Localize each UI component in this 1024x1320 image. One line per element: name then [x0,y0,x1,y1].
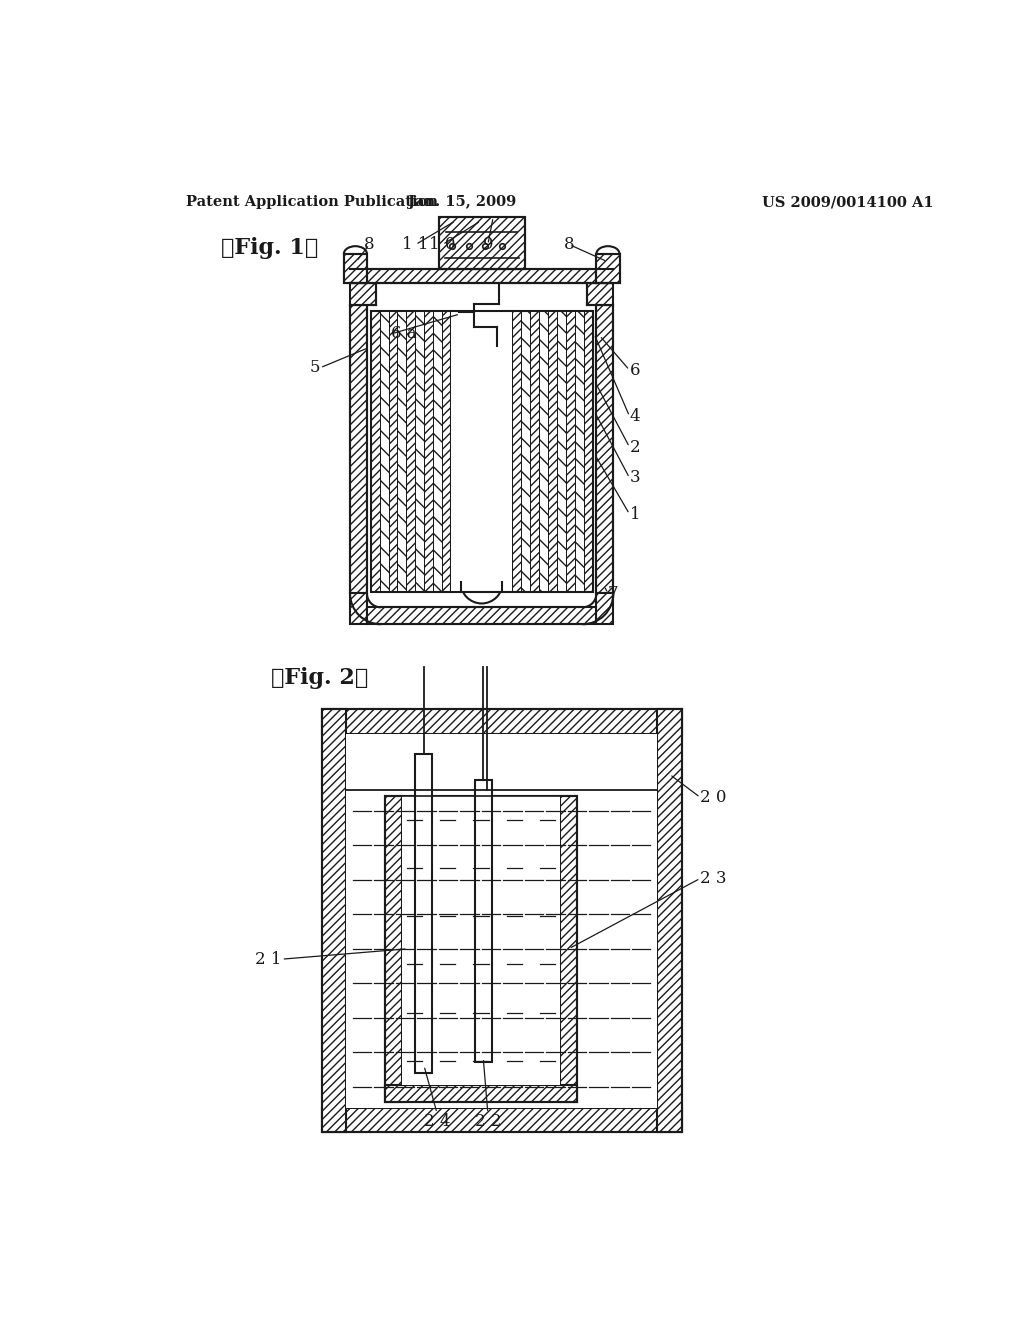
Bar [521,312,530,591]
Bar [438,216,524,269]
Bar [416,312,424,591]
Text: 1: 1 [630,506,640,523]
Bar [401,796,560,1085]
Bar [438,216,524,269]
Text: Jan. 15, 2009: Jan. 15, 2009 [408,195,516,210]
Bar [560,796,578,1102]
Bar [350,594,367,624]
Text: 4: 4 [630,408,640,425]
Bar [367,607,596,624]
Bar [388,312,397,591]
Text: 2 0: 2 0 [700,789,727,807]
Text: 2: 2 [630,438,640,455]
Text: US 2009/0014100 A1: US 2009/0014100 A1 [762,195,934,210]
Bar [557,312,566,591]
Bar [584,312,593,591]
Bar [512,312,593,591]
Bar [322,1107,682,1133]
Bar [346,734,657,1107]
Text: 6: 6 [630,362,640,379]
Bar [574,312,584,591]
Bar [344,253,367,284]
Text: 2 4: 2 4 [424,1113,451,1130]
Text: 8: 8 [364,236,375,253]
Bar [407,312,416,591]
Bar [475,780,492,1061]
Bar [451,312,512,591]
Bar [530,312,540,591]
Bar [371,312,380,591]
Bar [322,709,346,1133]
Text: 9: 9 [482,236,494,253]
Bar [596,253,620,284]
Bar [416,754,432,1073]
Bar [433,312,442,591]
Bar [424,312,433,591]
Bar [350,284,376,305]
Bar [566,312,574,591]
Bar [587,284,613,305]
Text: 5: 5 [309,359,319,376]
Bar [512,312,521,591]
Bar [596,594,613,624]
Bar [350,269,613,284]
Bar [380,312,388,591]
Text: 8: 8 [564,236,574,253]
Bar [344,253,367,284]
Bar [385,796,401,1102]
Text: 2 2: 2 2 [474,1113,501,1130]
Bar [657,709,682,1133]
Text: 1 0: 1 0 [429,236,456,253]
Text: 6 a: 6 a [391,326,417,342]
Text: 2 3: 2 3 [700,870,727,887]
Text: 【Fig. 2】: 【Fig. 2】 [270,667,368,689]
Bar [540,312,548,591]
Bar [385,1085,578,1102]
Text: 2 1: 2 1 [255,950,282,968]
Bar [350,305,367,594]
Bar [322,709,682,1133]
Bar [385,796,578,1102]
Bar [322,709,682,734]
Text: Patent Application Publication: Patent Application Publication [186,195,438,210]
Text: 3: 3 [630,470,640,487]
Text: 【Fig. 1】: 【Fig. 1】 [221,238,318,259]
Bar [596,305,613,594]
Bar [397,312,407,591]
Text: 1 1: 1 1 [402,236,429,253]
Text: 7: 7 [608,585,618,602]
Bar [442,312,451,591]
Bar [596,253,620,284]
Bar [371,312,451,591]
Bar [548,312,557,591]
